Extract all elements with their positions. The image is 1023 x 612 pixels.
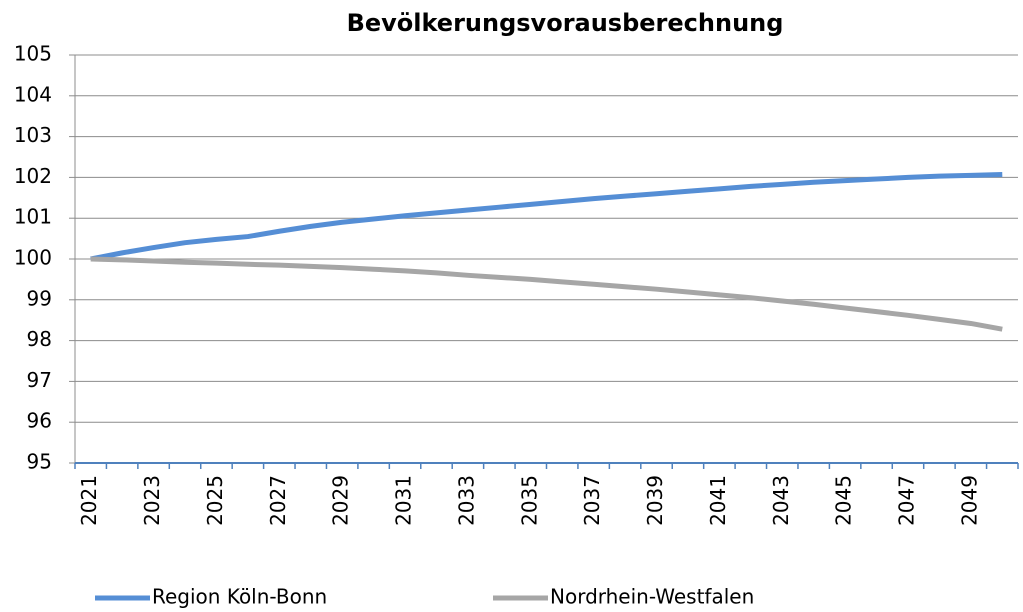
series-line	[90, 172, 1003, 262]
x-tick-label: 2027	[266, 475, 290, 526]
y-tick-label: 105	[14, 42, 52, 66]
y-tick-label: 101	[14, 205, 52, 229]
y-tick-label: 96	[27, 409, 52, 433]
x-tick-label: 2047	[894, 475, 918, 526]
x-tick-label: 2045	[832, 475, 856, 526]
x-tick-label: 2029	[329, 475, 353, 526]
y-tick-label: 100	[14, 246, 52, 270]
x-tick-label: 2023	[140, 475, 164, 526]
x-tick-label: 2033	[454, 475, 478, 526]
x-tick-label: 2049	[957, 475, 981, 526]
y-tick-label: 102	[14, 164, 52, 188]
y-tick-label: 95	[27, 450, 52, 474]
x-tick-label: 2031	[392, 475, 416, 526]
y-tick-label: 99	[27, 286, 52, 310]
x-tick-label: 2041	[706, 475, 730, 526]
chart-title: Bevölkerungsvorausberechnung	[347, 9, 784, 37]
legend-label: Nordrhein-Westfalen	[550, 585, 754, 609]
x-tick-label: 2035	[517, 475, 541, 526]
x-tick-label: 2021	[77, 475, 101, 526]
x-tick-label: 2043	[769, 475, 793, 526]
series-line	[90, 256, 1003, 332]
x-tick-label: 2039	[643, 475, 667, 526]
y-tick-label: 97	[27, 368, 52, 392]
x-tick-label: 2025	[203, 475, 227, 526]
legend-label: Region Köln-Bonn	[152, 585, 327, 609]
x-tick-label: 2037	[580, 475, 604, 526]
y-tick-label: 104	[14, 82, 52, 106]
y-tick-label: 103	[14, 123, 52, 147]
y-tick-label: 98	[27, 327, 52, 351]
